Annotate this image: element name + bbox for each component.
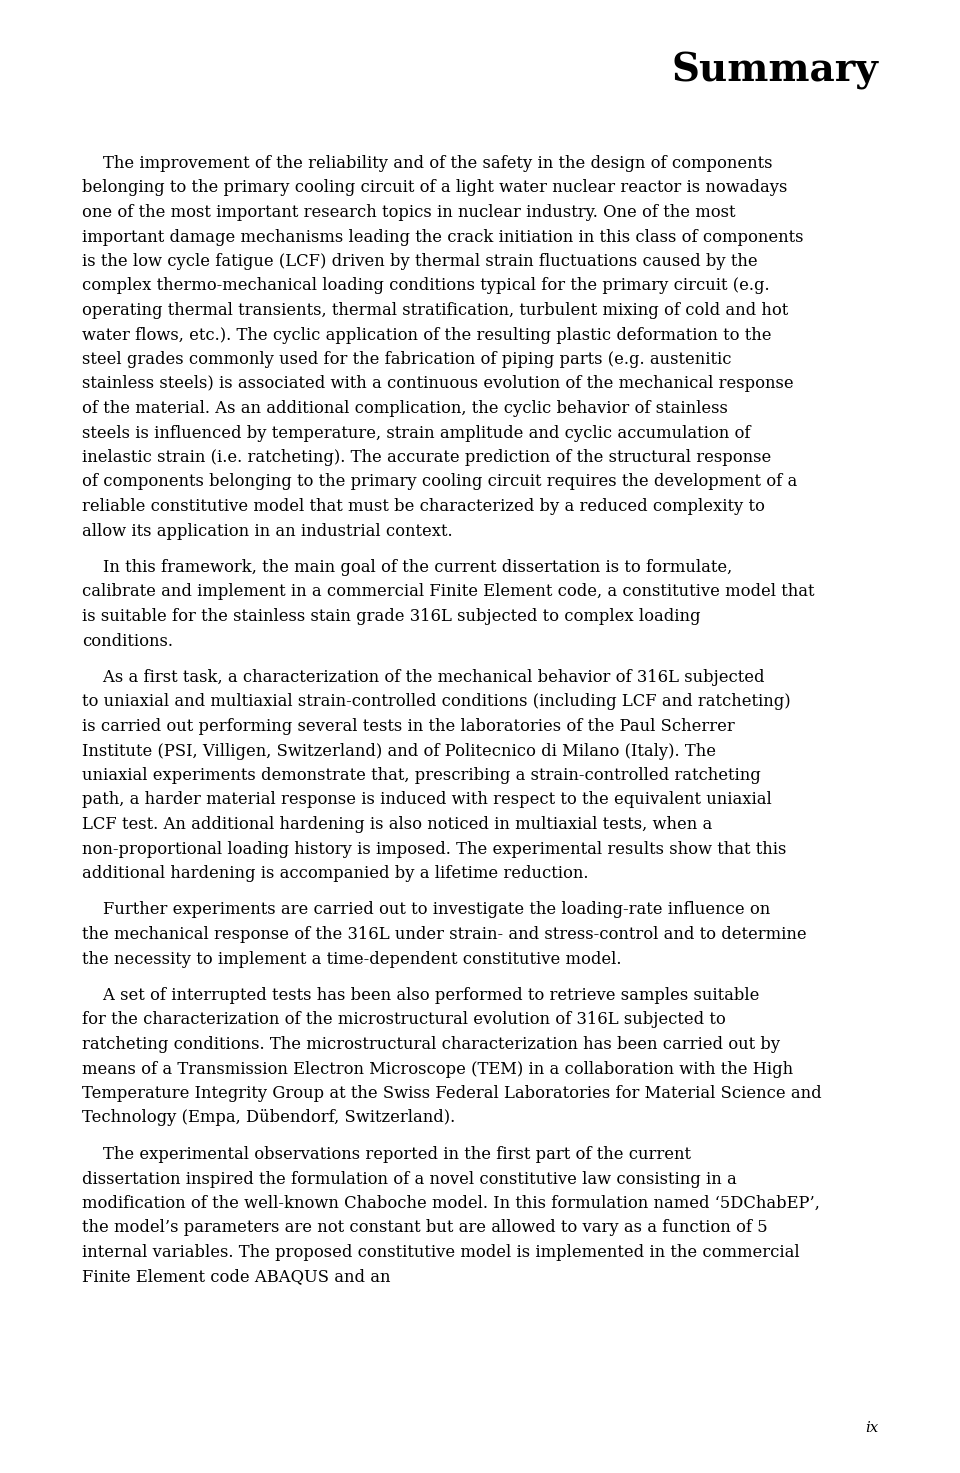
Text: is carried out performing several tests in the laboratories of the Paul Scherrer: is carried out performing several tests …	[82, 717, 734, 735]
Text: Further experiments are carried out to investigate the loading-rate influence on: Further experiments are carried out to i…	[82, 901, 770, 919]
Text: is the low cycle fatigue (LCF) driven by thermal strain fluctuations caused by t: is the low cycle fatigue (LCF) driven by…	[82, 253, 757, 270]
Text: complex thermo-mechanical loading conditions typical for the primary circuit (e.: complex thermo-mechanical loading condit…	[82, 277, 770, 295]
Text: means of a Transmission Electron Microscope (TEM) in a collaboration with the Hi: means of a Transmission Electron Microsc…	[82, 1061, 793, 1078]
Text: ix: ix	[865, 1421, 878, 1435]
Text: calibrate and implement in a commercial Finite Element code, a constitutive mode: calibrate and implement in a commercial …	[82, 583, 814, 601]
Text: dissertation inspired the formulation of a novel constitutive law consisting in : dissertation inspired the formulation of…	[82, 1171, 736, 1187]
Text: inelastic strain (i.e. ratcheting). The accurate prediction of the structural re: inelastic strain (i.e. ratcheting). The …	[82, 449, 771, 465]
Text: Temperature Integrity Group at the Swiss Federal Laboratories for Material Scien: Temperature Integrity Group at the Swiss…	[82, 1086, 822, 1102]
Text: allow its application in an industrial context.: allow its application in an industrial c…	[82, 523, 452, 539]
Text: for the characterization of the microstructural evolution of 316L subjected to: for the characterization of the microstr…	[82, 1012, 726, 1028]
Text: In this framework, the main goal of the current dissertation is to formulate,: In this framework, the main goal of the …	[82, 558, 732, 576]
Text: the mechanical response of the 316L under strain- and stress-control and to dete: the mechanical response of the 316L unde…	[82, 927, 806, 943]
Text: Institute (PSI, Villigen, Switzerland) and of Politecnico di Milano (Italy). The: Institute (PSI, Villigen, Switzerland) a…	[82, 742, 716, 760]
Text: steel grades commonly used for the fabrication of piping parts (e.g. austenitic: steel grades commonly used for the fabri…	[82, 351, 732, 368]
Text: water flows, etc.). The cyclic application of the resulting plastic deformation : water flows, etc.). The cyclic applicati…	[82, 327, 772, 343]
Text: modification of the well-known Chaboche model. In this formulation named ‘5DChab: modification of the well-known Chaboche …	[82, 1195, 820, 1212]
Text: stainless steels) is associated with a continuous evolution of the mechanical re: stainless steels) is associated with a c…	[82, 376, 794, 392]
Text: The improvement of the reliability and of the safety in the design of components: The improvement of the reliability and o…	[82, 155, 773, 172]
Text: non-proportional loading history is imposed. The experimental results show that : non-proportional loading history is impo…	[82, 841, 786, 857]
Text: uniaxial experiments demonstrate that, prescribing a strain-controlled ratchetin: uniaxial experiments demonstrate that, p…	[82, 767, 760, 784]
Text: is suitable for the stainless stain grade 316L subjected to complex loading: is suitable for the stainless stain grad…	[82, 608, 701, 625]
Text: additional hardening is accompanied by a lifetime reduction.: additional hardening is accompanied by a…	[82, 865, 588, 882]
Text: of the material. As an additional complication, the cyclic behavior of stainless: of the material. As an additional compli…	[82, 401, 728, 417]
Text: Summary: Summary	[671, 52, 878, 90]
Text: to uniaxial and multiaxial strain-controlled conditions (including LCF and ratch: to uniaxial and multiaxial strain-contro…	[82, 694, 791, 710]
Text: the necessity to implement a time-dependent constitutive model.: the necessity to implement a time-depend…	[82, 950, 621, 968]
Text: important damage mechanisms leading the crack initiation in this class of compon: important damage mechanisms leading the …	[82, 228, 804, 246]
Text: internal variables. The proposed constitutive model is implemented in the commer: internal variables. The proposed constit…	[82, 1245, 800, 1261]
Text: operating thermal transients, thermal stratification, turbulent mixing of cold a: operating thermal transients, thermal st…	[82, 302, 788, 320]
Text: As a first task, a characterization of the mechanical behavior of 316L subjected: As a first task, a characterization of t…	[82, 669, 764, 686]
Text: path, a harder material response is induced with respect to the equivalent uniax: path, a harder material response is indu…	[82, 791, 772, 809]
Text: one of the most important research topics in nuclear industry. One of the most: one of the most important research topic…	[82, 203, 735, 221]
Text: The experimental observations reported in the first part of the current: The experimental observations reported i…	[82, 1146, 691, 1164]
Text: Technology (Empa, Dübendorf, Switzerland).: Technology (Empa, Dübendorf, Switzerland…	[82, 1109, 455, 1127]
Text: steels is influenced by temperature, strain amplitude and cyclic accumulation of: steels is influenced by temperature, str…	[82, 424, 751, 442]
Text: belonging to the primary cooling circuit of a light water nuclear reactor is now: belonging to the primary cooling circuit…	[82, 180, 787, 196]
Text: reliable constitutive model that must be characterized by a reduced complexity t: reliable constitutive model that must be…	[82, 498, 765, 516]
Text: A set of interrupted tests has been also performed to retrieve samples suitable: A set of interrupted tests has been also…	[82, 987, 759, 1005]
Text: ratcheting conditions. The microstructural characterization has been carried out: ratcheting conditions. The microstructur…	[82, 1036, 780, 1053]
Text: the model’s parameters are not constant but are allowed to vary as a function of: the model’s parameters are not constant …	[82, 1220, 768, 1236]
Text: LCF test. An additional hardening is also noticed in multiaxial tests, when a: LCF test. An additional hardening is als…	[82, 816, 712, 834]
Text: Finite Element code ABAQUS and an: Finite Element code ABAQUS and an	[82, 1268, 391, 1286]
Text: of components belonging to the primary cooling circuit requires the development : of components belonging to the primary c…	[82, 473, 797, 491]
Text: conditions.: conditions.	[82, 632, 173, 650]
